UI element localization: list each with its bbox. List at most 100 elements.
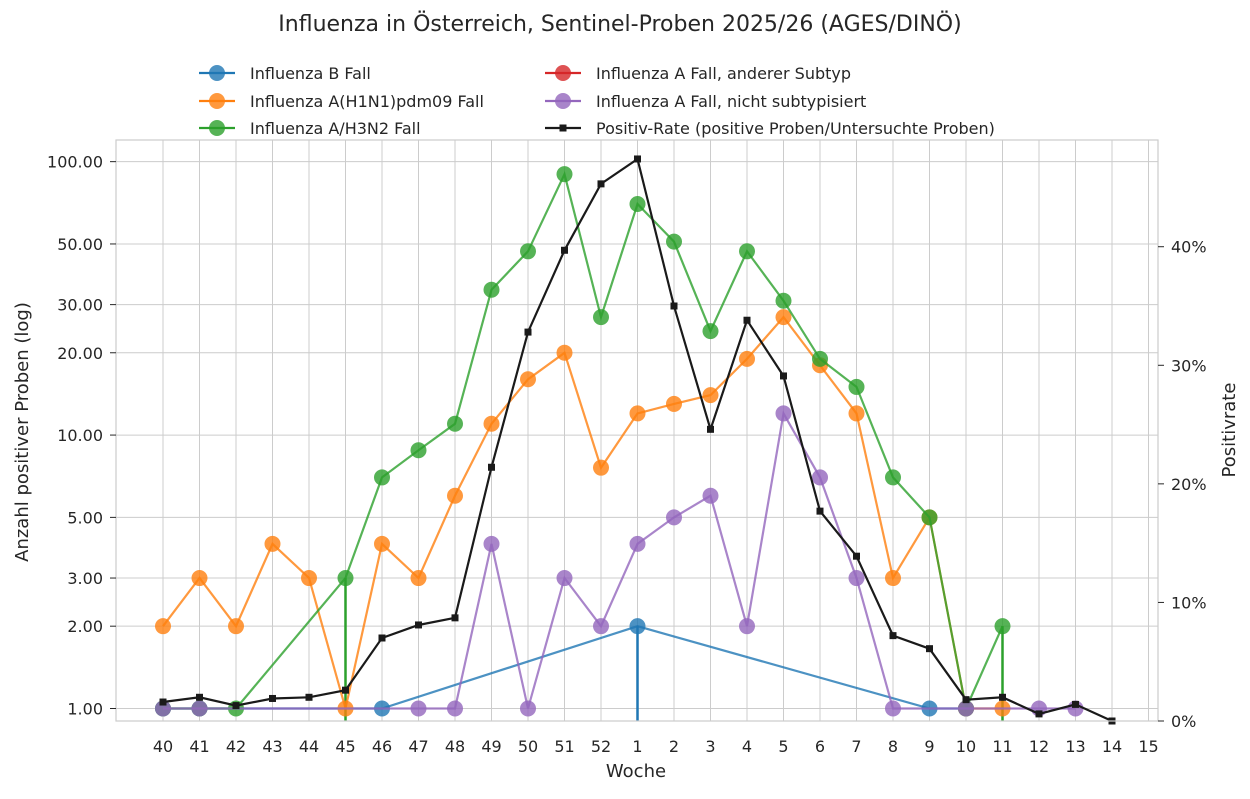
series-influenza-a-h1n1-pdm09-fall <box>155 309 1011 717</box>
y2-tick-label: 20% <box>1171 475 1207 494</box>
legend-item-influenza-b-fall: Influenza B Fall <box>199 64 371 83</box>
point-influenza-a-fall-nicht-subtypisiert <box>483 535 500 552</box>
line-influenza-a-h1n1-pdm09-fall <box>162 315 1003 710</box>
legend: Influenza B Fall Influenza A(H1N1)pdm09 F… <box>199 64 995 138</box>
x-tick-label: 10 <box>956 737 976 756</box>
point-influenza-a-h1n1-pdm09-fall <box>739 350 755 367</box>
point-positiv-rate-positive-proben-untersuchte-proben <box>743 316 751 324</box>
x-tick-label: 41 <box>189 737 209 756</box>
point-influenza-a-h1n1-pdm09-fall <box>775 309 792 326</box>
point-influenza-b-fall <box>629 618 646 635</box>
point-positiv-rate-positive-proben-untersuchte-proben <box>707 425 714 433</box>
x-tick-label: 40 <box>153 737 173 756</box>
legend-marker-influenza-a-h3n2-fall <box>209 120 225 136</box>
point-influenza-a-h1n1-pdm09-fall <box>447 487 463 504</box>
point-influenza-a-fall-nicht-subtypisiert <box>520 700 536 717</box>
point-influenza-a-h1n1-pdm09-fall <box>520 371 536 388</box>
x-tick-label: 6 <box>815 737 825 756</box>
point-positiv-rate-positive-proben-untersuchte-proben <box>342 686 349 694</box>
x-tick-label: 44 <box>299 737 319 756</box>
legend-marker-influenza-b-fall <box>209 65 225 81</box>
point-positiv-rate-positive-proben-untersuchte-proben <box>634 155 641 163</box>
series-layer <box>155 155 1116 725</box>
y-tick-label: 100.00 <box>47 153 103 172</box>
point-influenza-a-fall-nicht-subtypisiert <box>593 618 609 635</box>
point-influenza-a-h1n1-pdm09-fall <box>264 535 281 552</box>
point-influenza-a-h3n2-fall <box>593 309 609 326</box>
x-tick-label: 15 <box>1138 737 1158 756</box>
point-positiv-rate-positive-proben-untersuchte-proben <box>780 372 787 380</box>
point-influenza-a-fall-nicht-subtypisiert <box>812 469 828 486</box>
x-tick-label: 12 <box>1029 737 1049 756</box>
plot-frame <box>115 139 1159 722</box>
point-influenza-a-fall-nicht-subtypisiert <box>447 700 463 717</box>
series-positiv-rate-positive-proben-untersuchte-proben <box>159 155 1116 725</box>
x-tick-label: 3 <box>705 737 715 756</box>
legend-item-positiv-rate-positive-proben-untersuchte-proben: Positiv-Rate (positive Proben/Untersucht… <box>545 119 995 138</box>
x-axis-label: Woche <box>606 761 666 782</box>
point-influenza-a-h3n2-fall <box>921 509 938 526</box>
x-tick-label: 47 <box>408 737 428 756</box>
point-influenza-a-h1n1-pdm09-fall <box>483 415 500 432</box>
point-influenza-a-h3n2-fall <box>812 350 828 367</box>
point-influenza-a-h1n1-pdm09-fall <box>301 570 317 587</box>
y-tick-label: 20.00 <box>57 344 103 363</box>
point-influenza-a-fall-nicht-subtypisiert <box>739 618 755 635</box>
x-tick-label: 13 <box>1065 737 1085 756</box>
point-influenza-a-fall-nicht-subtypisiert <box>629 535 646 552</box>
series-influenza-a-fall-nicht-subtypisiert <box>155 405 1084 717</box>
legend-label-influenza-a-h1n1-pdm09-fall: Influenza A(H1N1)pdm09 Fall <box>250 92 484 111</box>
point-influenza-a-h1n1-pdm09-fall <box>191 570 208 587</box>
x-tick-label: 4 <box>742 737 752 756</box>
x-tick-label: 1 <box>632 737 642 756</box>
point-influenza-a-h3n2-fall <box>775 292 792 309</box>
point-influenza-a-h3n2-fall <box>410 442 427 459</box>
y-tick-label: 50.00 <box>57 235 103 254</box>
series-influenza-a-h3n2-fall <box>155 166 1011 717</box>
y-tick-label: 1.00 <box>67 699 103 718</box>
legend-label-influenza-a-fall-anderer-subtyp: Influenza A Fall, anderer Subtyp <box>596 64 851 83</box>
point-positiv-rate-positive-proben-untersuchte-proben <box>597 180 605 188</box>
point-positiv-rate-positive-proben-untersuchte-proben <box>524 328 532 336</box>
point-positiv-rate-positive-proben-untersuchte-proben <box>561 246 568 254</box>
y-tick-label: 5.00 <box>67 508 103 527</box>
y-axis-label: Anzahl positiver Proben (log) <box>12 302 33 562</box>
point-positiv-rate-positive-proben-untersuchte-proben <box>853 552 860 560</box>
legend-item-influenza-a-fall-anderer-subtyp: Influenza A Fall, anderer Subtyp <box>545 64 851 83</box>
point-positiv-rate-positive-proben-untersuchte-proben <box>305 693 313 701</box>
legend-item-influenza-a-h1n1-pdm09-fall: Influenza A(H1N1)pdm09 Fall <box>199 92 484 111</box>
point-influenza-a-fall-nicht-subtypisiert <box>410 700 427 717</box>
point-influenza-a-h1n1-pdm09-fall <box>848 405 865 422</box>
point-influenza-a-h3n2-fall <box>739 243 755 260</box>
legend-marker-influenza-a-h1n1-pdm09-fall <box>209 93 225 109</box>
x-axis-ticks: 40 41 42 43 44 45 46 47 48 49 50 51 52 1 2 3 4 5 6 7 8 9 10 11 1… <box>153 737 1159 756</box>
point-positiv-rate-positive-proben-untersuchte-proben <box>415 621 422 629</box>
point-positiv-rate-positive-proben-untersuchte-proben <box>269 694 276 702</box>
y2-tick-label: 40% <box>1171 238 1207 257</box>
point-influenza-a-h1n1-pdm09-fall <box>629 405 646 422</box>
point-influenza-a-fall-nicht-subtypisiert <box>958 700 974 717</box>
point-influenza-a-h3n2-fall <box>374 469 390 486</box>
x-tick-label: 42 <box>226 737 246 756</box>
point-influenza-a-h1n1-pdm09-fall <box>228 618 244 635</box>
point-influenza-a-h1n1-pdm09-fall <box>374 535 390 552</box>
y-axis-ticks: 1.00 2.00 3.00 5.00 10.00 20.00 30.00 50.00 100.… <box>47 153 116 718</box>
point-influenza-a-h3n2-fall <box>702 323 719 340</box>
chart-title: Influenza in Österreich, Sentinel-Proben… <box>278 11 961 37</box>
point-influenza-a-h3n2-fall <box>848 378 865 395</box>
point-influenza-a-h1n1-pdm09-fall <box>556 344 573 361</box>
x-tick-label: 14 <box>1102 737 1122 756</box>
point-influenza-a-fall-nicht-subtypisiert <box>885 700 901 717</box>
point-positiv-rate-positive-proben-untersuchte-proben <box>488 463 495 471</box>
x-tick-label: 5 <box>778 737 788 756</box>
point-influenza-a-h1n1-pdm09-fall <box>702 387 719 404</box>
y2-tick-label: 10% <box>1171 593 1207 612</box>
legend-marker-positiv-rate-positive-proben-untersuchte-proben <box>559 124 567 132</box>
x-tick-label: 9 <box>924 737 934 756</box>
point-influenza-a-fall-nicht-subtypisiert <box>666 509 682 526</box>
line-influenza-a-h3n2-fall <box>163 170 1004 713</box>
legend-label-influenza-a-h3n2-fall: Influenza A/H3N2 Fall <box>250 119 421 138</box>
point-influenza-a-fall-nicht-subtypisiert <box>848 570 865 587</box>
legend-label-influenza-a-fall-nicht-subtypisiert: Influenza A Fall, nicht subtypisiert <box>596 92 866 111</box>
